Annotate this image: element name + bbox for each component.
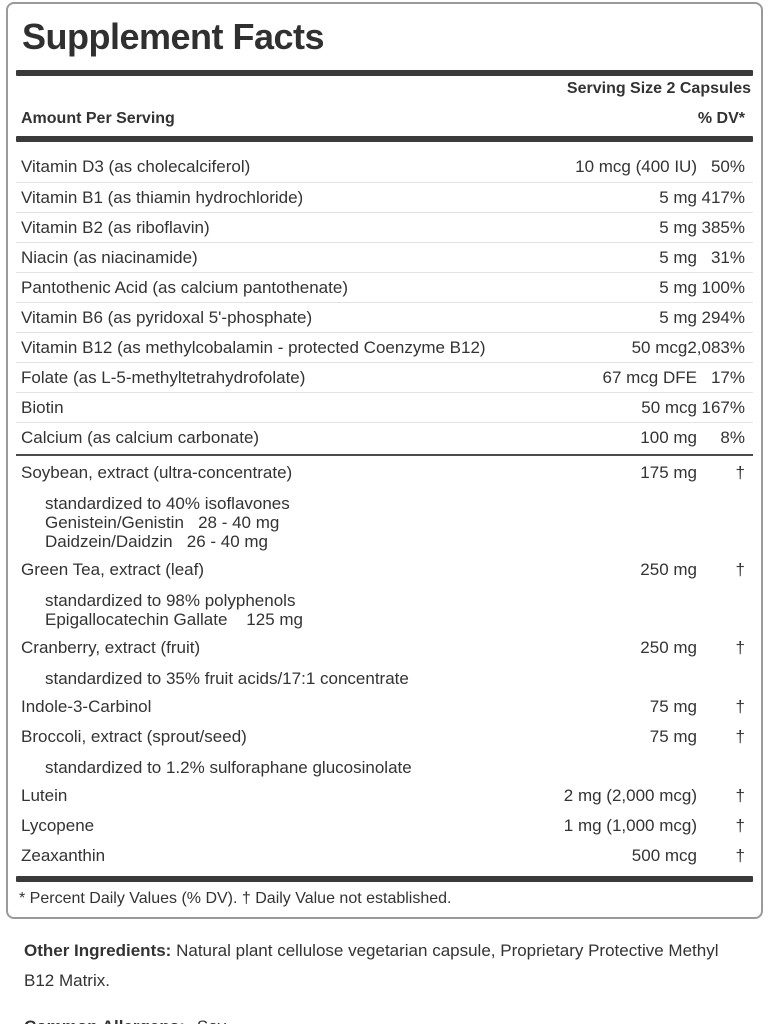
ingredient-row: Soybean, extract (ultra-concentrate) 175 … bbox=[16, 458, 753, 488]
serving-size: Serving Size 2 Capsules bbox=[566, 80, 751, 97]
ingredient-dv: † bbox=[735, 727, 745, 746]
column-headers: Amount Per Serving % DV* bbox=[16, 110, 753, 128]
ingredient-dv: † bbox=[735, 463, 745, 482]
supplement-facts-panel: Supplement Facts Serving Size 2 Capsules… bbox=[6, 2, 763, 919]
ingredient-amount: 75 mg bbox=[649, 697, 697, 716]
divider-bottom bbox=[16, 876, 753, 882]
common-allergens-text: Soy bbox=[197, 1017, 226, 1024]
other-ingredients-label: Other Ingredients: bbox=[24, 941, 172, 960]
ingredient-row: Lutein 2 mg (2,000 mcg) † bbox=[16, 781, 753, 811]
ingredient-dv: 417% bbox=[701, 187, 745, 207]
ingredient-row: Broccoli, extract (sprout/seed) 75 mg † bbox=[16, 722, 753, 752]
divider-header bbox=[16, 136, 753, 142]
ingredient-row: Vitamin B6 (as pyridoxal 5'-phosphate) 5 … bbox=[16, 302, 753, 332]
ingredient-name: Folate (as L-5-methyltetrahydrofolate) bbox=[21, 367, 306, 387]
ingredient-amount: 5 mg bbox=[659, 307, 697, 327]
ingredient-amount: 67 mcg DFE bbox=[602, 367, 697, 387]
panel-title: Supplement Facts bbox=[22, 16, 325, 57]
ingredient-dv: 50% bbox=[710, 157, 745, 176]
ingredient-amount: 10 mcg (400 IU) bbox=[575, 157, 697, 176]
ingredient-dv: 100% bbox=[701, 277, 745, 297]
ingredient-name: Biotin bbox=[21, 397, 64, 417]
ingredient-row: Zeaxanthin 500 mcg † bbox=[16, 841, 753, 871]
ingredient-dv: † bbox=[735, 697, 745, 716]
ingredient-amount: 250 mg bbox=[640, 560, 697, 579]
ingredient-amount: 5 mg bbox=[659, 277, 697, 297]
ingredient-dv: † bbox=[735, 786, 745, 805]
ingredient-name: Indole-3-Carbinol bbox=[21, 697, 152, 716]
ingredient-row: Vitamin B2 (as riboflavin) 5 mg 385% bbox=[16, 212, 753, 242]
common-allergens-label: Common Allergens: bbox=[24, 1017, 185, 1024]
ingredient-dv: † bbox=[735, 816, 745, 835]
ingredient-dv: 17% bbox=[710, 367, 745, 387]
ingredient-row: Calcium (as calcium carbonate) 100 mg 8% bbox=[16, 422, 753, 452]
ingredient-subline: standardized to 98% polyphenols bbox=[45, 591, 296, 610]
ingredient-row: Vitamin B12 (as methylcobalamin - protec… bbox=[16, 332, 753, 362]
ingredient-name: Vitamin B6 (as pyridoxal 5'-phosphate) bbox=[21, 307, 313, 327]
ingredient-amount: 75 mg bbox=[649, 727, 697, 746]
ingredient-name: Vitamin B1 (as thiamin hydrochloride) bbox=[21, 187, 304, 207]
ingredient-name: Pantothenic Acid (as calcium pantothenat… bbox=[21, 277, 348, 297]
ingredient-subline: Epigallocatechin Gallate 125 mg bbox=[45, 610, 303, 629]
ingredient-name: Lycopene bbox=[21, 816, 95, 835]
ingredient-row: Folate (as L-5-methyltetrahydrofolate) 67… bbox=[16, 362, 753, 392]
ingredient-dv: † bbox=[735, 560, 745, 579]
ingredient-dv: 385% bbox=[701, 217, 745, 237]
ingredient-name: Green Tea, extract (leaf) bbox=[21, 560, 204, 579]
ingredient-name: Vitamin B2 (as riboflavin) bbox=[21, 217, 210, 237]
ingredient-dv: 8% bbox=[720, 427, 745, 447]
ingredient-amount: 5 mg bbox=[659, 187, 697, 207]
ingredient-row: Cranberry, extract (fruit) 250 mg † bbox=[16, 633, 753, 663]
ingredient-amount: 500 mcg bbox=[631, 846, 697, 865]
common-allergens: Common Allergens: Soy bbox=[24, 1012, 752, 1024]
ingredient-row: Biotin 50 mcg 167% bbox=[16, 392, 753, 422]
ingredient-dv: 294% bbox=[701, 307, 745, 327]
ingredient-name: Lutein bbox=[21, 786, 68, 805]
ingredient-subline: standardized to 35% fruit acids/17:1 con… bbox=[45, 669, 409, 688]
ingredient-amount: 5 mg bbox=[659, 217, 697, 237]
ingredient-table: Vitamin D3 (as cholecalciferol) 10 mcg (4… bbox=[16, 142, 753, 873]
ingredient-dv: 31% bbox=[710, 247, 745, 267]
ingredient-row: Vitamin D3 (as cholecalciferol) 10 mcg (4… bbox=[16, 152, 753, 182]
ingredient-row: Pantothenic Acid (as calcium pantothenat… bbox=[16, 272, 753, 302]
ingredient-amount: 5 mg bbox=[659, 247, 697, 267]
ingredient-subline: standardized to 40% isoflavones bbox=[45, 494, 290, 513]
ingredient-amount: 2 mg (2,000 mcg) bbox=[563, 786, 697, 805]
ingredient-subline: Genistein/Genistin 28 - 40 mg bbox=[45, 513, 280, 532]
other-ingredients-text: Natural plant cellulose vegetarian capsu… bbox=[24, 941, 719, 990]
ingredient-name: Zeaxanthin bbox=[21, 846, 106, 865]
ingredient-name: Cranberry, extract (fruit) bbox=[21, 638, 201, 657]
amount-per-serving-header: Amount Per Serving bbox=[21, 110, 175, 127]
ingredient-amount: 50 mcg bbox=[641, 397, 697, 417]
ingredient-amount: 100 mg bbox=[640, 427, 697, 447]
ingredient-dv: 167% bbox=[701, 397, 745, 417]
ingredient-row: Niacin (as niacinamide) 5 mg 31% bbox=[16, 242, 753, 272]
ingredient-subline: Daidzein/Daidzin 26 - 40 mg bbox=[45, 532, 269, 551]
ingredient-name: Soybean, extract (ultra-concentrate) bbox=[21, 463, 293, 482]
ingredient-amount: 175 mg bbox=[640, 463, 697, 482]
ingredient-name: Calcium (as calcium carbonate) bbox=[21, 427, 260, 447]
ingredient-dv: † bbox=[735, 846, 745, 865]
ingredient-dv: 2,083% bbox=[687, 337, 745, 357]
ingredient-name: Niacin (as niacinamide) bbox=[21, 247, 198, 267]
divider-section bbox=[16, 454, 753, 456]
ingredient-name: Broccoli, extract (sprout/seed) bbox=[21, 727, 247, 746]
divider-title bbox=[16, 70, 753, 76]
ingredient-dv: † bbox=[735, 638, 745, 657]
ingredient-amount: 250 mg bbox=[640, 638, 697, 657]
ingredient-name: Vitamin D3 (as cholecalciferol) bbox=[21, 157, 251, 176]
ingredient-subline: standardized to 1.2% sulforaphane glucos… bbox=[45, 758, 412, 777]
ingredient-name: Vitamin B12 (as methylcobalamin - protec… bbox=[21, 337, 486, 357]
ingredient-row: Indole-3-Carbinol 75 mg † bbox=[16, 692, 753, 722]
percent-dv-header: % DV* bbox=[697, 110, 745, 127]
ingredient-amount: 50 mcg bbox=[631, 337, 688, 357]
dv-footnote: * Percent Daily Values (% DV). † Daily V… bbox=[19, 890, 452, 907]
ingredient-row: Green Tea, extract (leaf) 250 mg † bbox=[16, 555, 753, 585]
ingredient-amount: 1 mg (1,000 mcg) bbox=[563, 816, 697, 835]
ingredient-row: Lycopene 1 mg (1,000 mcg) † bbox=[16, 811, 753, 841]
other-ingredients: Other Ingredients: Natural plant cellulo… bbox=[24, 936, 752, 996]
ingredient-row: Vitamin B1 (as thiamin hydrochloride) 5 m… bbox=[16, 182, 753, 212]
